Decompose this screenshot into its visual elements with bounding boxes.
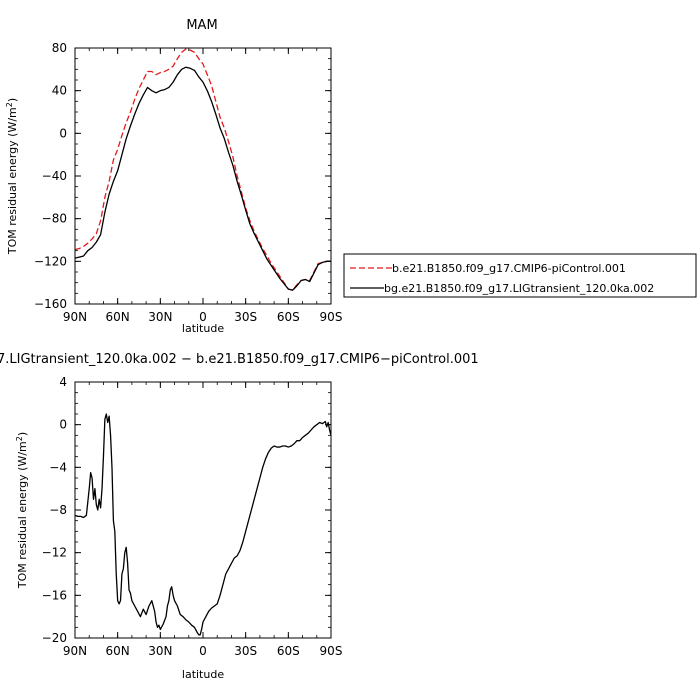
- top-y-tick-label: 0: [59, 126, 67, 140]
- bottom-x-tick-label: 30S: [234, 644, 257, 658]
- top-x-tick-label: 90S: [320, 310, 343, 324]
- bottom-x-tick-label: 90S: [320, 644, 343, 658]
- top-chart-title: MAM: [186, 18, 217, 33]
- top-y-tick-label: 40: [52, 84, 67, 98]
- bottom-chart-title: bg.e21.B1850.f09_g17.LIGtransient_120.0k…: [0, 352, 479, 367]
- top-y-tick-label: −80: [42, 212, 67, 226]
- top-series-line-0: [74, 48, 331, 291]
- top-series-line-1: [74, 66, 331, 291]
- top-x-axis-label: latitude: [182, 322, 224, 335]
- bottom-x-tick-label: 60N: [106, 644, 130, 658]
- bottom-x-axis-label: latitude: [182, 668, 224, 681]
- top-x-tick-label: 30S: [234, 310, 257, 324]
- bottom-y-tick-label: 0: [59, 418, 67, 432]
- bottom-y-tick-label: −20: [42, 631, 67, 645]
- top-plot-frame: [74, 47, 332, 305]
- top-x-tick-label: 30N: [148, 310, 172, 324]
- top-y-axis-label: TOM residual energy (W/m2): [5, 98, 20, 255]
- top-y-tick-label: 80: [52, 41, 67, 55]
- top-x-tick-label: 0: [199, 310, 207, 324]
- legend-label-LIGtransient: bg.e21.B1850.f09_g17.LIGtransient_120.0k…: [384, 282, 654, 295]
- legend: b.e21.B1850.f09_g17.CMIP6-piControl.001 …: [343, 253, 697, 298]
- bottom-series-line-0: [74, 413, 332, 636]
- bottom-y-tick-label: −16: [42, 588, 67, 602]
- top-y-tick-label: −40: [42, 169, 67, 183]
- top-x-tick-label: 60S: [277, 310, 300, 324]
- bottom-x-tick-label: 30N: [148, 644, 172, 658]
- legend-box: [343, 253, 697, 298]
- bottom-y-axis-label: TOM residual energy (W/m2): [15, 432, 30, 589]
- bottom-y-tick-label: −12: [42, 546, 67, 560]
- top-x-tick-label: 60N: [106, 310, 130, 324]
- top-y-tick-label: −160: [34, 297, 67, 311]
- bottom-y-tick-label: −4: [49, 460, 67, 474]
- bottom-y-tick-label: 4: [59, 375, 67, 389]
- top-y-tick-label: −120: [34, 254, 67, 268]
- legend-label-piControl: b.e21.B1850.f09_g17.CMIP6-piControl.001: [392, 262, 626, 275]
- bottom-x-tick-label: 60S: [277, 644, 300, 658]
- top-x-tick-label: 90N: [63, 310, 87, 324]
- bottom-panel: bg.e21.B1850.f09_g17.LIGtransient_120.0k…: [0, 352, 479, 681]
- bottom-y-tick-label: −8: [49, 503, 67, 517]
- bottom-x-tick-label: 90N: [63, 644, 87, 658]
- bottom-x-tick-label: 0: [199, 644, 207, 658]
